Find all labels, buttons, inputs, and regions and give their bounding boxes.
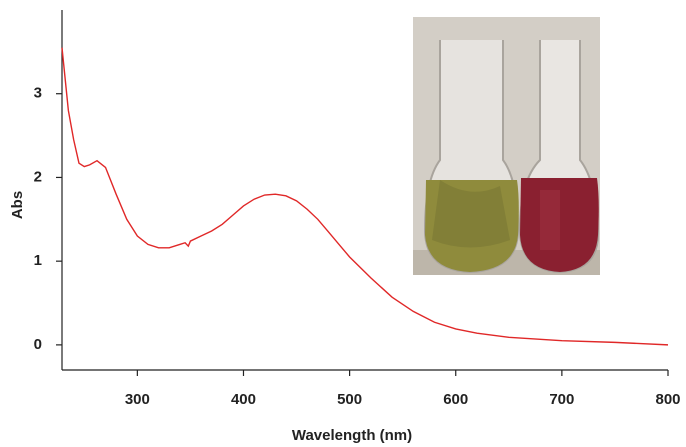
x-tick-label: 700 (549, 391, 574, 408)
x-tick-label: 500 (337, 391, 362, 408)
y-tick-label: 3 (34, 85, 42, 102)
y-tick-label: 1 (34, 252, 42, 269)
y-axis-label: Abs (9, 191, 26, 219)
x-tick-label: 300 (125, 391, 150, 408)
x-tick-label: 600 (443, 391, 468, 408)
x-tick-label: 400 (231, 391, 256, 408)
x-tick-label: 800 (655, 391, 680, 408)
inset-photo (413, 17, 600, 275)
y-tick-label: 2 (34, 168, 42, 185)
y-tick-label: 0 (34, 336, 42, 353)
x-axis-label: Wavelength (nm) (292, 427, 412, 444)
chart: Wavelength (nm) Abs 0 1 2 3 300 400 500 600 700 8… (0, 0, 686, 447)
